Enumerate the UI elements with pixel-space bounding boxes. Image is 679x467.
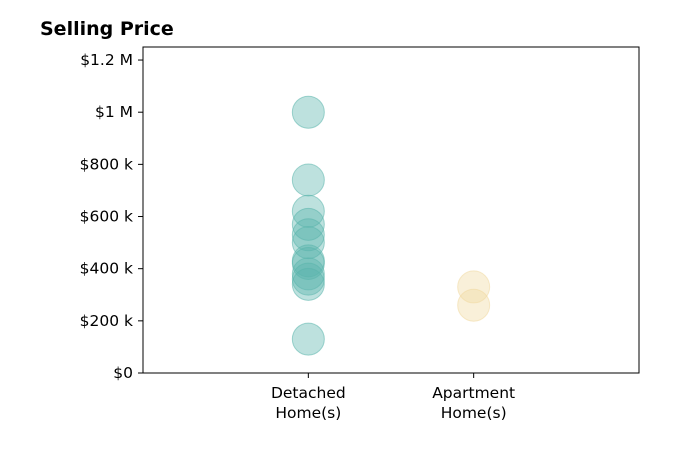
scatter-point [291, 226, 325, 260]
x-tick-label: Home(s) [275, 404, 341, 422]
x-tick-label: Home(s) [441, 404, 507, 422]
scatter-point [291, 194, 325, 228]
scatter-point [291, 262, 325, 296]
y-tick-label: $600 k [80, 208, 133, 226]
scatter-point [291, 322, 325, 356]
y-tick-label: $200 k [80, 312, 133, 330]
scatter-point [291, 163, 325, 197]
y-tick-label: $400 k [80, 260, 133, 278]
x-tick-label: Apartment [432, 384, 515, 402]
scatter-point [291, 218, 325, 252]
y-tick-label: $800 k [80, 155, 133, 173]
scatter-point [291, 207, 325, 241]
chart-title: Selling Price [40, 18, 174, 40]
y-tick-label: $1 M [95, 103, 133, 121]
scatter-point [457, 270, 491, 304]
y-axis: $0 $200 k $400 k $600 k $800 k $1 M $1.2 M [80, 51, 143, 382]
scatter-point [291, 267, 325, 301]
x-tick-label: Detached [271, 384, 346, 402]
y-tick-label: $1.2 M [80, 51, 133, 69]
plot-area-frame [142, 46, 640, 374]
marks-layer [291, 95, 491, 356]
scatter-point [291, 95, 325, 129]
scatter-point [291, 257, 325, 291]
y-tick-label: $0 [113, 364, 133, 382]
scatter-point [457, 288, 491, 322]
x-axis: Detached Home(s) Apartment Home(s) [271, 373, 515, 422]
